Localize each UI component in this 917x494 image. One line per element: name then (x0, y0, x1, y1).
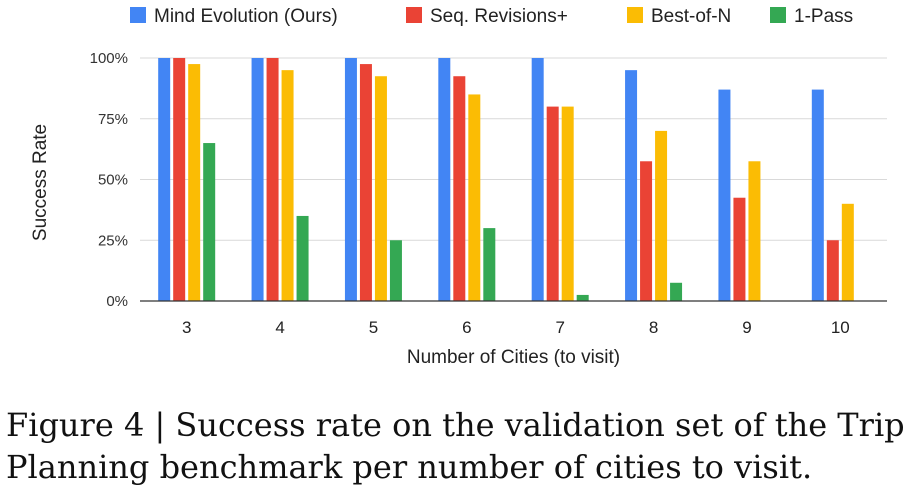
y-tick-label: 100% (90, 50, 128, 67)
bar-mind-evolution-ours-6 (438, 58, 451, 301)
legend: Mind Evolution (Ours) Seq. Revisions+ Best… (130, 6, 853, 27)
bar-seq-revisions-7 (546, 106, 559, 301)
bar-best-of-n-3 (188, 64, 201, 301)
bar-1-pass-5 (389, 240, 402, 301)
bar-seq-revisions-6 (453, 76, 466, 301)
bar-best-of-n-10 (841, 203, 854, 301)
figure-caption: Figure 4 | Success rate on the validatio… (6, 404, 916, 488)
bars (158, 58, 854, 302)
y-tick-label: 75% (98, 111, 128, 128)
bar-mind-evolution-ours-4 (251, 58, 264, 301)
bar-best-of-n-4 (281, 70, 294, 302)
gridlines (140, 57, 887, 241)
x-tick-label: 9 (742, 318, 751, 337)
legend-label: Best-of-N (651, 6, 731, 27)
bar-best-of-n-5 (374, 76, 387, 301)
bar-seq-revisions-9 (733, 197, 746, 301)
legend-label: Seq. Revisions+ (430, 6, 568, 27)
x-tick-label: 10 (831, 318, 850, 337)
bar-seq-revisions-4 (266, 58, 279, 301)
bar-1-pass-7 (576, 294, 589, 301)
legend-label: 1-Pass (794, 6, 853, 27)
x-axis-ticks: 3 4 5 6 7 8 9 10 (182, 318, 850, 337)
x-tick-label: 7 (555, 318, 564, 337)
x-tick-label: 4 (275, 318, 284, 337)
bar-mind-evolution-ours-10 (811, 89, 824, 301)
x-tick-label: 5 (369, 318, 378, 337)
bar-best-of-n-9 (748, 161, 761, 301)
y-tick-label: 50% (98, 172, 128, 189)
y-tick-label: 25% (98, 232, 128, 249)
x-tick-label: 3 (182, 318, 191, 337)
caption-line-2: Planning benchmark per number of cities … (6, 448, 813, 486)
caption-line-1: Figure 4 | Success rate on the validatio… (6, 406, 905, 444)
bar-chart: Mind Evolution (Ours) Seq. Revisions+ Best… (30, 6, 887, 368)
bar-mind-evolution-ours-9 (718, 89, 731, 301)
bar-seq-revisions-10 (826, 240, 839, 301)
bar-seq-revisions-8 (640, 161, 653, 301)
legend-swatch (627, 7, 643, 23)
legend-swatch (406, 7, 422, 23)
bar-best-of-n-7 (561, 106, 574, 301)
legend-label: Mind Evolution (Ours) (154, 6, 338, 27)
bar-1-pass-4 (296, 215, 309, 301)
bar-mind-evolution-ours-5 (344, 58, 357, 301)
x-tick-label: 6 (462, 318, 471, 337)
y-tick-label: 0% (106, 293, 128, 310)
bar-best-of-n-6 (468, 94, 481, 301)
bar-seq-revisions-3 (173, 58, 186, 301)
x-axis-title: Number of Cities (to visit) (407, 347, 620, 368)
bar-1-pass-3 (203, 143, 216, 301)
legend-swatch (770, 7, 786, 23)
bar-seq-revisions-5 (359, 64, 372, 301)
bar-1-pass-8 (670, 282, 683, 301)
bar-mind-evolution-ours-8 (625, 70, 638, 302)
y-axis-title: Success Rate (30, 124, 51, 241)
x-tick-label: 8 (649, 318, 658, 337)
legend-swatch (130, 7, 146, 23)
bar-mind-evolution-ours-7 (531, 58, 544, 301)
bar-best-of-n-8 (655, 130, 668, 301)
y-axis-ticks: 0% 25% 50% 75% 100% (90, 50, 128, 310)
bar-1-pass-6 (483, 228, 496, 301)
bar-mind-evolution-ours-3 (158, 58, 171, 301)
